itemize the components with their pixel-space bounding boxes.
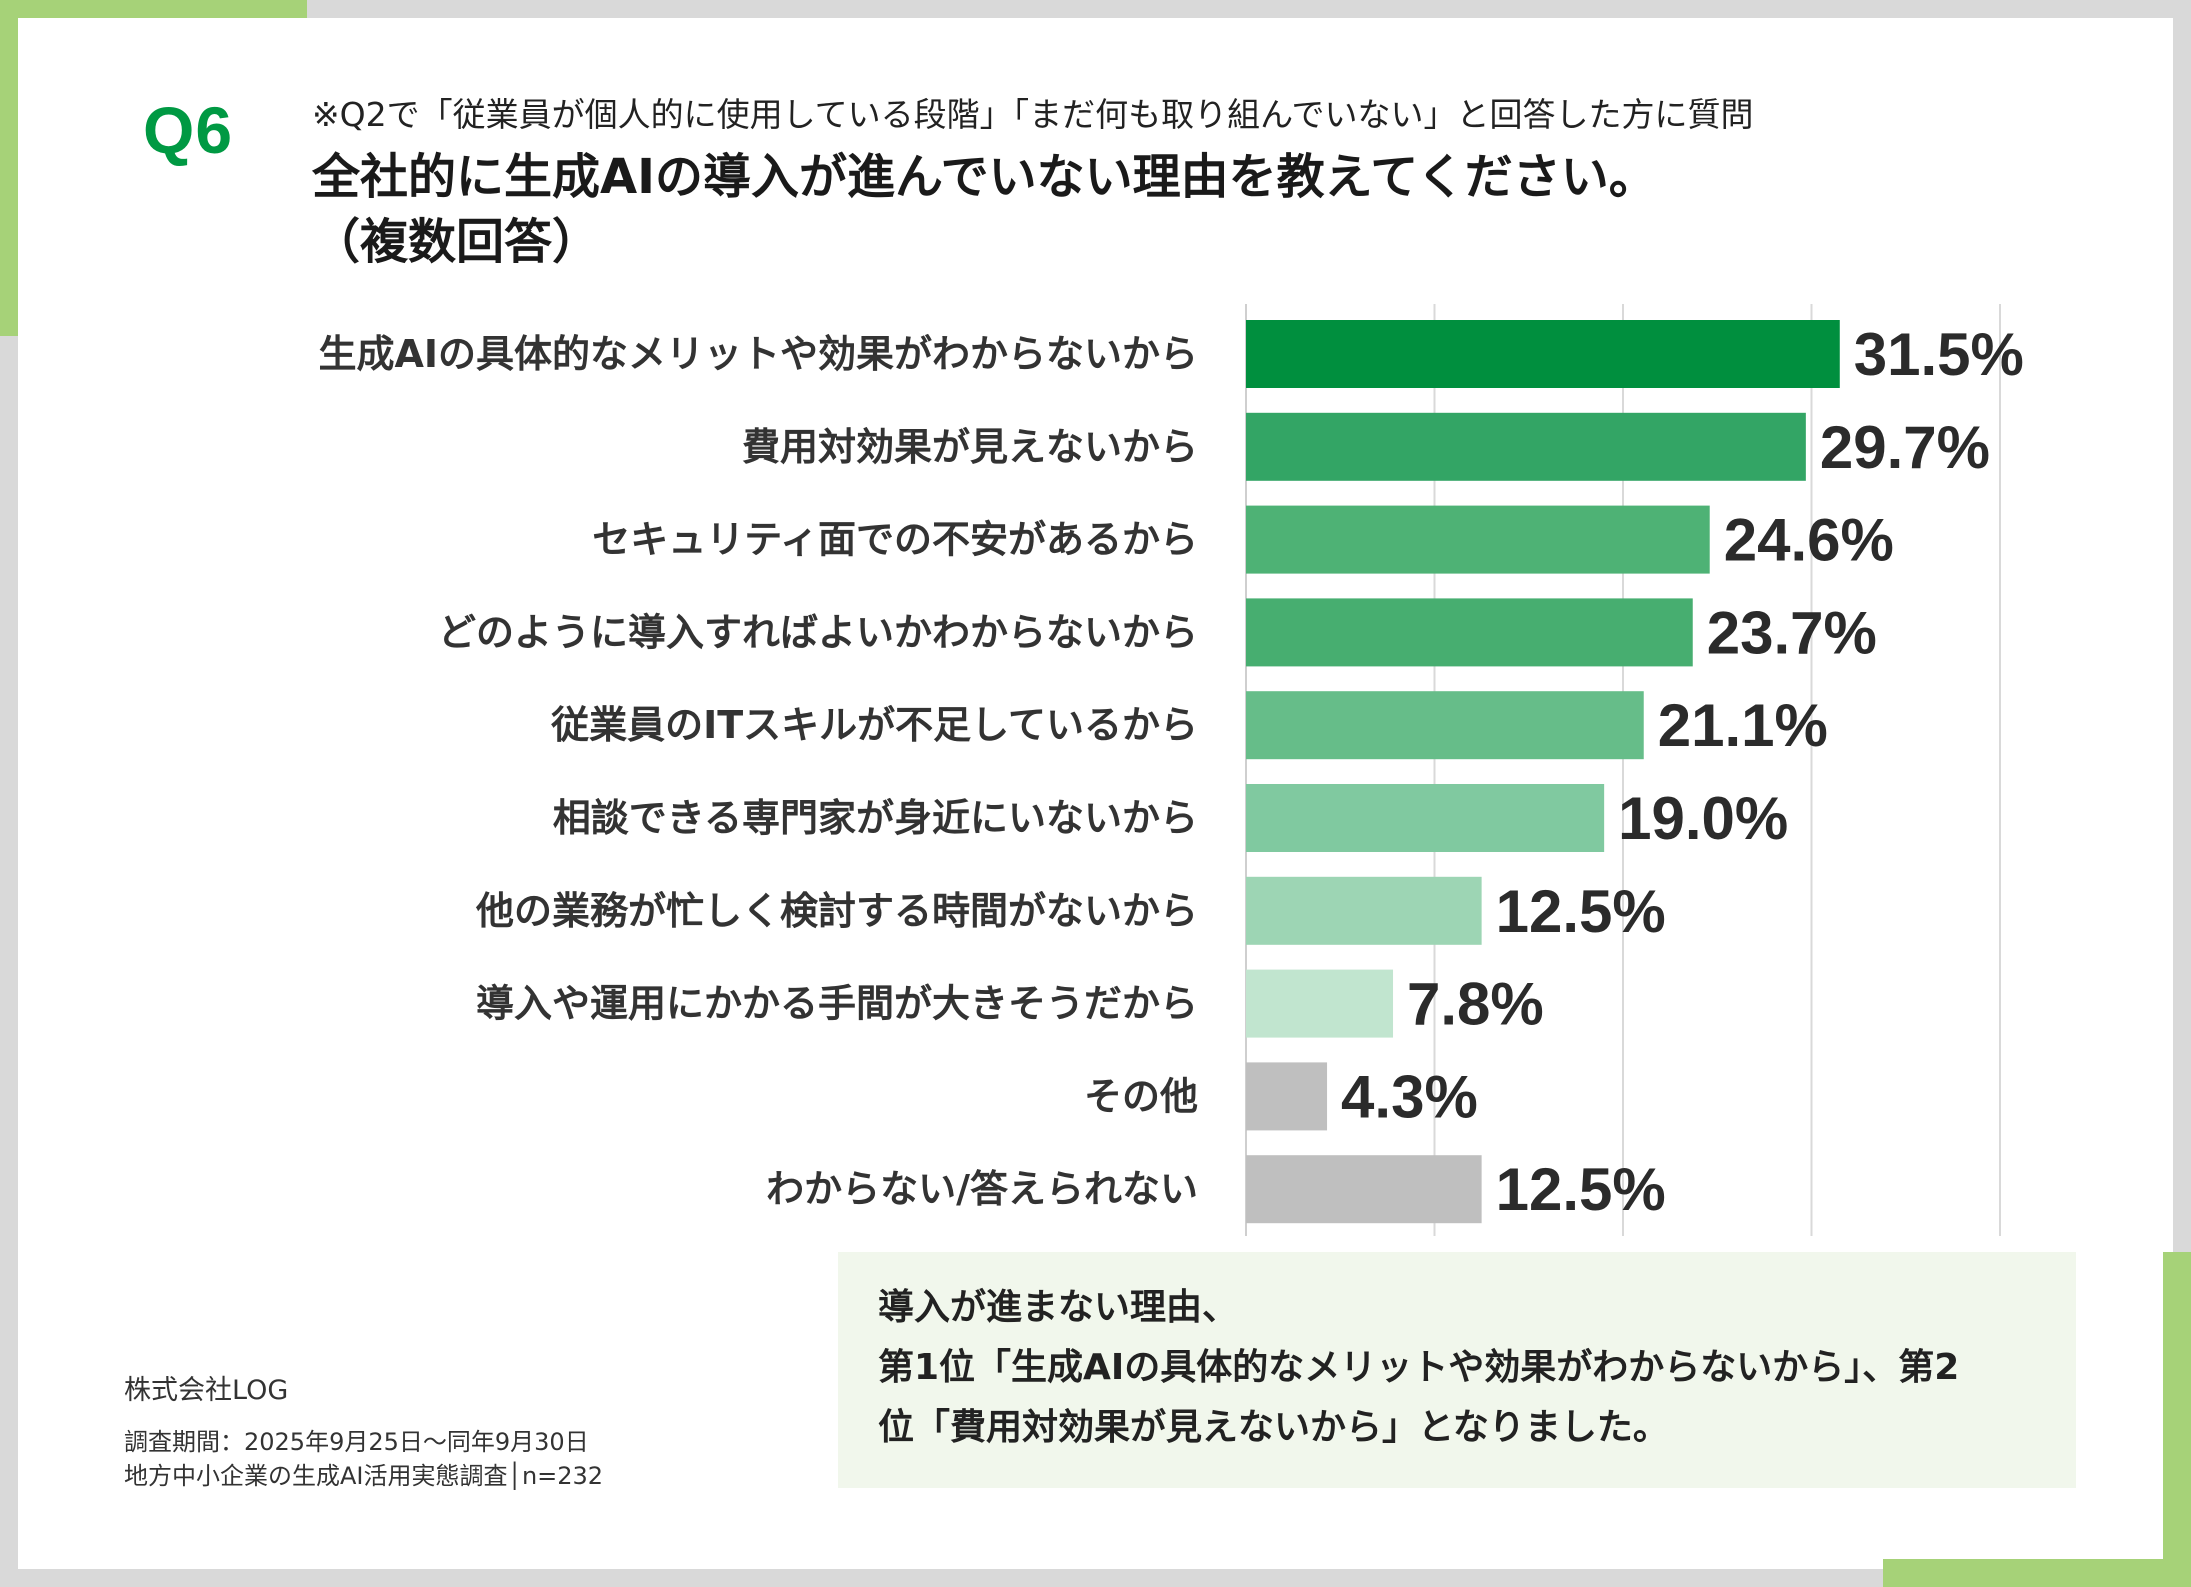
- bar: [1246, 320, 1840, 388]
- summary-box: 導入が進まない理由、 第1位「生成AIの具体的なメリットや効果がわからないから」…: [838, 1252, 2076, 1488]
- value-label: 24.6%: [1724, 507, 1894, 574]
- value-label: 23.7%: [1707, 599, 1877, 666]
- summary-line1: 導入が進まない理由、: [878, 1287, 1239, 1328]
- question-title: 全社的に生成AIの導入が進んでいない理由を教えてください。 （複数回答）: [312, 145, 1657, 275]
- value-label: 19.0%: [1618, 785, 1788, 852]
- bar: [1246, 1062, 1328, 1131]
- value-label: 29.7%: [1820, 414, 1990, 481]
- bar: [1246, 691, 1644, 760]
- category-label: 生成AIの具体的なメリットや効果がわからないから: [318, 332, 1198, 376]
- bar: [1246, 505, 1710, 574]
- corner-accent-bottom-right: [1883, 1559, 2191, 1587]
- category-label: セキュリティ面での不安があるから: [592, 518, 1198, 562]
- question-title-line2: （複数回答）: [312, 214, 601, 270]
- category-label: 相談できる専門家が身近にいないから: [553, 796, 1198, 840]
- question-note: ※Q2で「従業員が個人的に使用している段階」「まだ何も取り組んでいない」と回答し…: [312, 95, 1754, 134]
- survey-period: 調査期間：2025年9月25日～同年9月30日: [124, 1428, 589, 1456]
- survey-name: 地方中小企業の生成AI活用実態調査│n=232: [124, 1462, 604, 1490]
- value-label: 12.5%: [1496, 878, 1666, 945]
- bar: [1246, 784, 1605, 852]
- question-number: Q6: [143, 93, 234, 167]
- category-label: どのように導入すればよいかわからないから: [438, 610, 1198, 654]
- category-label: その他: [1084, 1074, 1198, 1118]
- corner-accent-bottom-right-vertical: [2163, 1252, 2191, 1587]
- summary-line2: 第1位「生成AIの具体的なメリットや効果がわからないから」、第2: [878, 1347, 1960, 1388]
- value-label: 31.5%: [1854, 321, 2024, 388]
- category-label: 他の業務が忙しく検討する時間がないから: [475, 889, 1198, 933]
- company-name: 株式会社LOG: [124, 1375, 289, 1406]
- value-label: 21.1%: [1658, 692, 1828, 759]
- category-label: 費用対効果が見えないから: [742, 425, 1198, 469]
- category-label: 従業員のITスキルが不足しているから: [550, 703, 1198, 747]
- bar: [1246, 876, 1482, 945]
- value-label: 7.8%: [1407, 971, 1544, 1038]
- category-label: 導入や運用にかかる手間が大きそうだから: [476, 982, 1198, 1026]
- category-label: わからない/答えられない: [766, 1167, 1198, 1211]
- value-label: 4.3%: [1341, 1063, 1478, 1130]
- summary-line3: 位「費用対効果が見えないから」となりました。: [878, 1407, 1669, 1448]
- bar: [1246, 1155, 1482, 1224]
- question-title-line1: 全社的に生成AIの導入が進んでいない理由を教えてください。: [312, 149, 1657, 205]
- bar: [1246, 412, 1806, 481]
- bar: [1246, 598, 1693, 667]
- value-label: 12.5%: [1496, 1156, 1666, 1223]
- bar: [1246, 969, 1394, 1038]
